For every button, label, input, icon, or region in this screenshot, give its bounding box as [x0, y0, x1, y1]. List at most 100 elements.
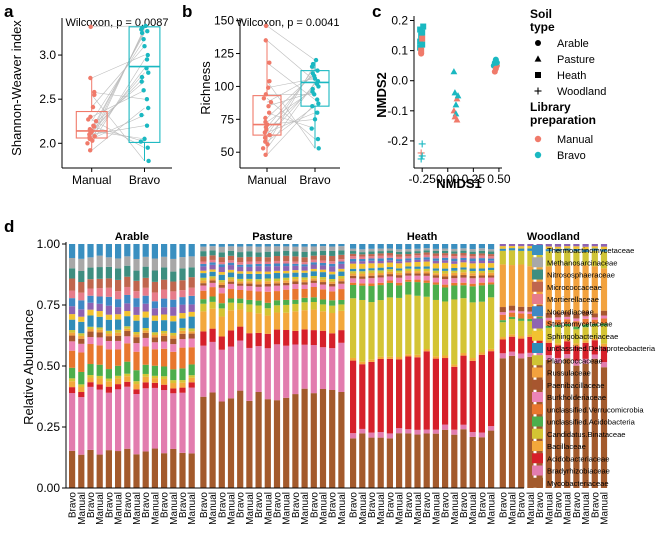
bar-segment — [170, 244, 177, 259]
bar-segment — [377, 270, 384, 274]
bar-segment — [469, 278, 476, 284]
bar-segment — [432, 299, 439, 357]
bar-segment — [582, 249, 589, 252]
bar-segment — [359, 428, 366, 434]
bar-segment — [405, 354, 412, 357]
bar-segment — [264, 333, 271, 349]
legend-swatch — [532, 318, 543, 329]
bar-segment — [161, 390, 168, 454]
bar-segment — [414, 251, 421, 254]
bar-segment — [414, 259, 421, 262]
bar-segment — [386, 250, 393, 253]
bar-segment — [386, 276, 393, 281]
bar-segment — [488, 254, 495, 257]
bar-segment — [273, 266, 281, 271]
bar-segment — [105, 287, 112, 297]
panel-a-point — [90, 104, 96, 110]
bar-segment — [209, 271, 216, 277]
bar-segment — [301, 266, 308, 271]
bar-segment — [564, 244, 571, 247]
bar-segment — [87, 344, 94, 365]
bar-segment — [600, 346, 608, 363]
bar-segment — [227, 283, 235, 290]
panel-b-ylabel: Richness — [198, 61, 213, 115]
bar-segment — [319, 388, 327, 488]
bar-segment — [237, 281, 244, 284]
bar-segment — [554, 327, 562, 344]
legend-prep-title-1: Library — [530, 100, 571, 114]
bar-segment — [527, 321, 534, 335]
bar-segment — [488, 258, 495, 261]
bar-segment — [151, 349, 158, 366]
bar-segment — [151, 258, 158, 271]
bar-segment — [319, 269, 327, 273]
bar-segment — [227, 255, 235, 261]
bar-segment — [142, 332, 149, 338]
facet-label-heath: Heath — [407, 231, 438, 243]
bar-segment — [460, 275, 467, 278]
bar-segment — [227, 346, 235, 399]
bar-segment — [87, 386, 94, 450]
bar-segment — [283, 266, 290, 271]
bar-segment — [469, 270, 476, 274]
bar-segment — [188, 347, 195, 365]
bar-segment — [564, 265, 571, 312]
bar-segment — [237, 257, 244, 263]
bar-segment — [582, 324, 589, 328]
bar-segment — [518, 311, 525, 314]
bar-segment — [96, 364, 103, 376]
panel-a-point — [139, 27, 144, 32]
bar-segment — [151, 378, 158, 383]
panel-b-point — [263, 152, 268, 158]
bar-segment — [564, 312, 571, 317]
bar-segment — [499, 314, 506, 321]
bar-segment — [273, 270, 281, 274]
bar-segment — [105, 244, 112, 258]
bar-segment — [105, 378, 112, 382]
panel-c-nmds: NMDS2 NMDS1 -0.2-0.10.00.10.2-0.25 0.00 0.… — [374, 14, 511, 191]
bar-segment — [115, 307, 122, 315]
bar-segment — [359, 249, 366, 253]
bar-segment — [350, 253, 357, 257]
bar-segment — [273, 285, 281, 292]
bar-segment — [329, 312, 336, 334]
panel-b-pair-line — [266, 63, 316, 145]
bar-segment — [69, 278, 76, 291]
bar-segment — [209, 259, 216, 263]
bar-segment — [218, 244, 225, 247]
bar-segment — [255, 271, 262, 274]
bar-segment — [151, 292, 158, 302]
panel-b-point — [312, 92, 317, 97]
bar-segment — [405, 244, 412, 250]
bar-segment — [200, 280, 207, 284]
panel-label-b: b — [182, 2, 192, 21]
panel-a-point — [143, 23, 148, 29]
bar-segment — [124, 316, 131, 327]
bar-segment — [469, 244, 476, 250]
bar-segment — [273, 263, 281, 267]
bar-segment — [432, 250, 439, 254]
bar-segment — [442, 358, 449, 425]
bar-segment — [600, 310, 608, 316]
bar-segment — [488, 267, 495, 271]
bar-segment — [310, 268, 317, 272]
bar-segment — [460, 282, 467, 286]
panel-b-ytick-label: 125 — [214, 47, 234, 61]
bar-segment — [188, 364, 195, 376]
bar-segment — [350, 278, 357, 283]
bar-segment — [564, 358, 571, 488]
bar-segment — [87, 309, 94, 316]
bar-segment — [488, 297, 495, 349]
bar-segment — [78, 321, 85, 334]
bar-segment — [488, 351, 495, 427]
bar-segment — [508, 246, 516, 249]
bar-segment — [460, 352, 467, 356]
panel-a-point — [92, 134, 97, 139]
bar-segment — [432, 244, 439, 249]
bar-segment — [359, 261, 366, 264]
bar-segment — [124, 294, 131, 304]
bar-segment — [442, 248, 449, 251]
legend-label: Bradyrhizobiaceae — [547, 467, 610, 476]
sample-label: Manual — [208, 492, 219, 525]
bar-segment — [478, 275, 485, 278]
